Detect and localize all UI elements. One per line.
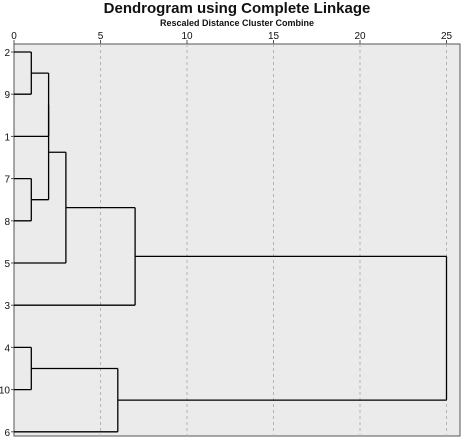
x-tick-label-25: 25 <box>441 31 453 42</box>
x-tick-label-20: 20 <box>354 31 366 42</box>
x-tick-label-15: 15 <box>268 31 280 42</box>
leaf-label-7: 7 <box>4 175 10 186</box>
x-tick-label-5: 5 <box>98 31 104 42</box>
leaf-label-3: 3 <box>4 301 10 312</box>
leaf-label-4: 4 <box>4 343 10 354</box>
leaf-label-9: 9 <box>4 90 10 101</box>
x-tick-label-0: 0 <box>11 31 17 42</box>
leaf-label-1: 1 <box>4 132 10 143</box>
leaf-label-10: 10 <box>0 386 10 397</box>
leaf-label-6: 6 <box>4 428 10 439</box>
leaf-labels: 2 9 1 7 8 5 3 4 10 6 <box>0 48 14 439</box>
x-tick-label-10: 10 <box>181 31 193 42</box>
chart-subtitle: Rescaled Distance Cluster Combine <box>160 18 314 28</box>
chart-title: Dendrogram using Complete Linkage <box>104 0 371 17</box>
leaf-label-2: 2 <box>4 48 10 59</box>
leaf-label-5: 5 <box>4 259 10 270</box>
leaf-label-8: 8 <box>4 217 10 228</box>
plot-area <box>13 43 461 437</box>
x-axis-ticks: 0 5 10 15 20 25 <box>11 31 452 44</box>
dendrogram-links <box>14 51 448 433</box>
